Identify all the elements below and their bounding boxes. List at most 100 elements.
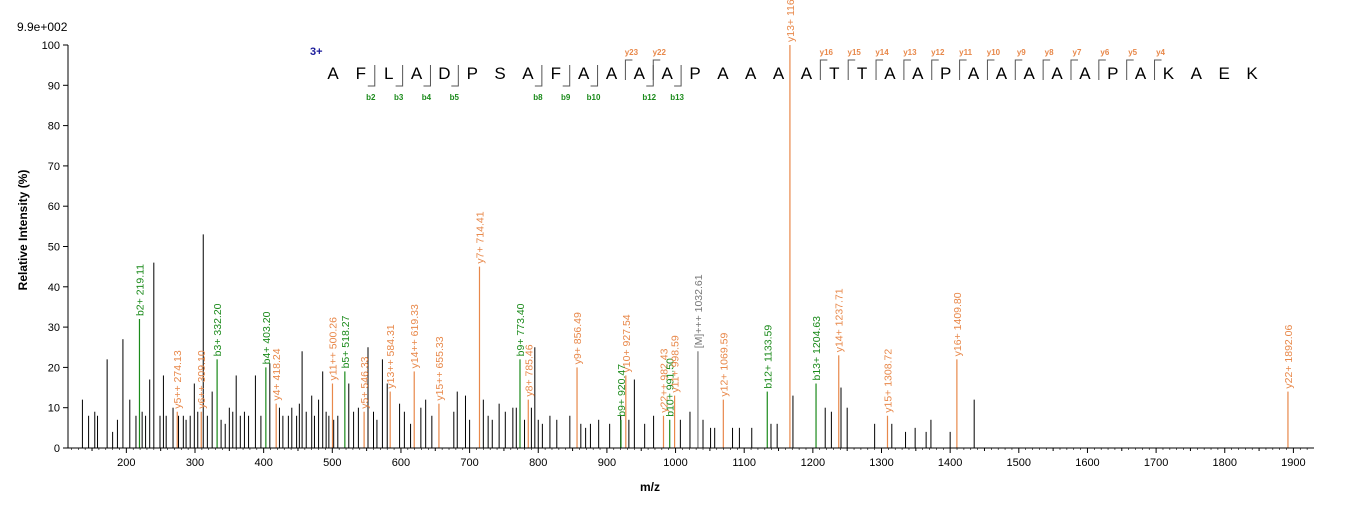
- sequence-annotation: A F L A D P S A F A A A A P A A A A T T A A P A A A A A P A K A E Kb2 b3 b4…: [327, 48, 1258, 102]
- b-ion-bracket: [562, 65, 571, 87]
- peak-label: b2+ 219.11: [134, 264, 146, 316]
- b-ion-label: b13: [670, 93, 684, 102]
- peak-label: b9+ 920.47: [616, 364, 628, 417]
- peak-label: b12+ 1133.59: [762, 325, 774, 389]
- peak-label: y13+ 1166.60: [785, 0, 797, 42]
- y-tick-label: 0: [54, 443, 60, 455]
- sequence-residue: A: [1024, 64, 1036, 83]
- peak-label: b4+ 403.20: [261, 311, 273, 364]
- sequence-residue: A: [578, 64, 590, 83]
- peak-label: [M]+++ 1032.61: [693, 274, 705, 348]
- sequence-residue: A: [411, 64, 423, 83]
- peak-label: y13++ 584.31: [385, 324, 397, 388]
- b-ion-bracket: [590, 65, 599, 87]
- y-ion-label: y11: [959, 48, 972, 57]
- sequence-residue: S: [494, 64, 505, 83]
- sequence-residue: P: [689, 64, 700, 83]
- b-ion-label: b4: [422, 93, 432, 102]
- sequence-residue: P: [467, 64, 478, 83]
- peak-label: y11++ 500.26: [327, 317, 339, 381]
- sequence-residue: P: [1107, 64, 1118, 83]
- b-ion-bracket: [367, 65, 376, 87]
- y-ion-bracket: [1154, 59, 1162, 80]
- x-tick-label: 1300: [869, 457, 893, 469]
- peak-label: y8+ 785.46: [523, 344, 535, 396]
- b-ion-label: b5: [450, 93, 460, 102]
- x-tick-label: 1600: [1075, 457, 1099, 469]
- sequence-residue: A: [801, 64, 813, 83]
- sequence-residue: A: [884, 64, 896, 83]
- y-axis-title: Relative Intensity (%): [16, 170, 30, 291]
- peak-label: b13+ 1204.63: [811, 316, 823, 381]
- x-axis-title: m/z: [640, 480, 660, 494]
- b-ion-bracket: [534, 65, 543, 87]
- y-ion-label: y13: [903, 48, 917, 57]
- sequence-residue: A: [1135, 64, 1147, 83]
- y-tick-label: 90: [48, 80, 60, 92]
- sequence-residue: A: [745, 64, 757, 83]
- sequence-residue: A: [522, 64, 534, 83]
- sequence-residue: A: [606, 64, 618, 83]
- b-ion-label: b9: [561, 93, 571, 102]
- peak-label: y4+ 418.24: [271, 348, 283, 400]
- y-ion-label: y5: [1128, 48, 1137, 57]
- y-ion-bracket: [1042, 59, 1051, 80]
- b-ion-bracket: [646, 65, 654, 87]
- y-ion-label: y4: [1156, 48, 1165, 57]
- y-ion-label: y10: [987, 48, 1001, 57]
- y-ion-bracket: [1070, 59, 1078, 80]
- y-ion-bracket: [652, 59, 661, 80]
- b-ion-bracket: [423, 65, 431, 87]
- x-tick-label: 800: [529, 457, 547, 469]
- y-ion-label: y7: [1073, 48, 1082, 57]
- sequence-residue: K: [1246, 64, 1258, 83]
- x-tick-label: 500: [323, 457, 341, 469]
- y-tick-label: 20: [48, 362, 60, 374]
- b-ion-label: b2: [366, 93, 376, 102]
- b-ion-bracket: [674, 65, 682, 87]
- sequence-residue: A: [1051, 64, 1063, 83]
- peak-label: b9+ 773.40: [515, 303, 527, 356]
- y-ion-label: y16: [820, 48, 834, 57]
- peak-label: y15+ 1308.72: [882, 349, 894, 413]
- y-ion-label: y8: [1045, 48, 1054, 57]
- y-ion-label: y14: [875, 48, 889, 57]
- y-ion-bracket: [986, 59, 995, 80]
- peak-label: b3+ 332.20: [212, 303, 224, 356]
- x-tick-label: 200: [117, 457, 135, 469]
- max-intensity-label: 9.9e+002: [17, 20, 68, 34]
- x-tick-label: 1900: [1281, 457, 1305, 469]
- peak-label: y9+ 856.49: [572, 312, 584, 364]
- y-ion-bracket: [931, 59, 939, 80]
- peak-label: y10+ 927.54: [621, 314, 633, 372]
- y-ion-label: y12: [931, 48, 945, 57]
- peak-label: y6++ 309.10: [196, 350, 208, 409]
- y-ion-bracket: [1014, 59, 1023, 80]
- peak-label: y22+ 1892.06: [1283, 324, 1295, 388]
- y-tick-label: 30: [48, 322, 60, 334]
- peak-label: y14+ 1237.71: [834, 288, 846, 352]
- peak-label: y14++ 619.33: [409, 304, 421, 368]
- sequence-residue: L: [384, 64, 393, 83]
- sequence-residue: E: [1218, 64, 1229, 83]
- axes-group: 0 10 20 30 40 50 60 70 80 90 100 200 300 400 500 600 700…: [42, 40, 1314, 469]
- b-ion-label: b3: [394, 93, 404, 102]
- x-tick-label: 600: [392, 457, 410, 469]
- x-tick-label: 300: [186, 457, 204, 469]
- x-tick-label: 1200: [801, 457, 825, 469]
- sequence-residue: A: [634, 64, 646, 83]
- peak-label: b10+ 991.50: [665, 358, 677, 417]
- x-tick-label: 1500: [1007, 457, 1031, 469]
- x-tick-label: 400: [254, 457, 272, 469]
- y-ion-label: y22: [653, 48, 667, 57]
- peak-label: y5++ 274.13: [172, 350, 184, 409]
- sequence-residue: A: [912, 64, 924, 83]
- peak-label: y16+ 1409.80: [952, 292, 964, 356]
- y-ion-label: y23: [625, 48, 639, 57]
- y-ion-label: y9: [1017, 48, 1026, 57]
- sequence-residue: P: [940, 64, 951, 83]
- sequence-residue: A: [662, 64, 674, 83]
- x-tick-label: 900: [598, 457, 616, 469]
- peak-label: y7+ 714.41: [474, 211, 486, 263]
- x-tick-label: 700: [460, 457, 478, 469]
